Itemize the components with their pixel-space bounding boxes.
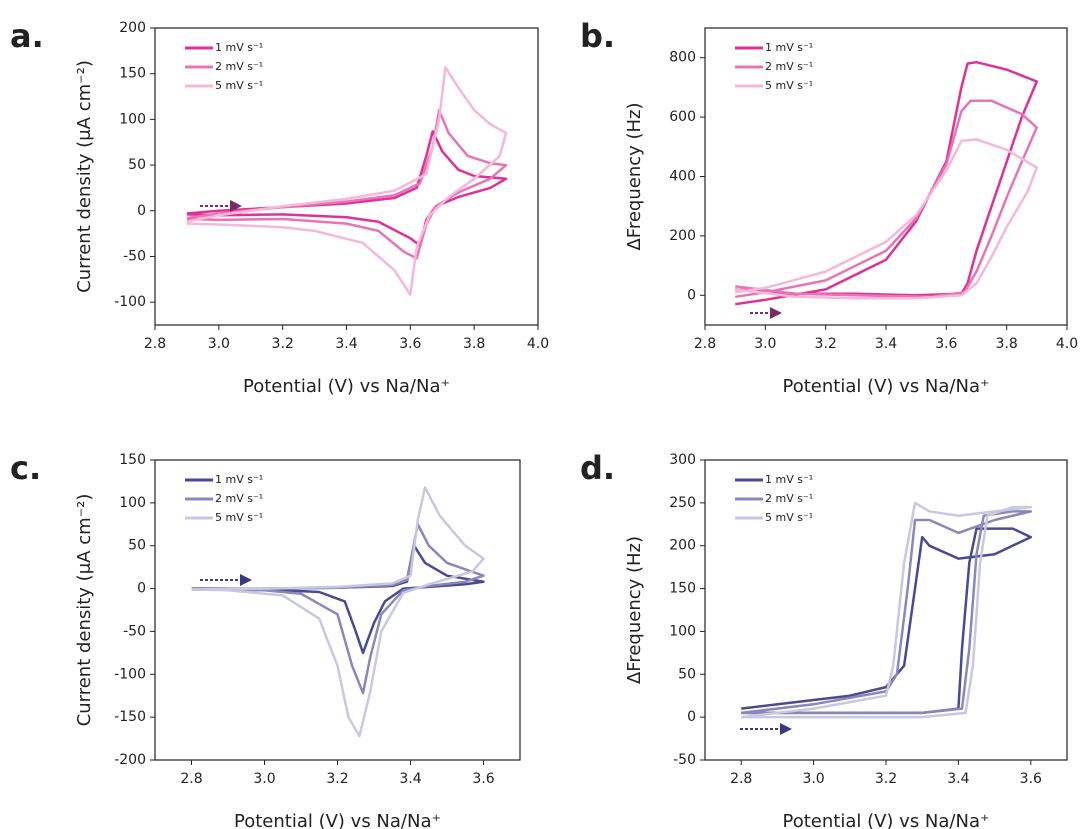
cv-curve: [735, 138, 1039, 300]
x-tick-label: 3.0: [802, 771, 824, 787]
y-tick-label: 100: [119, 495, 146, 511]
legend-label: 2 mV s⁻¹: [215, 492, 263, 505]
legend-label: 2 mV s⁻¹: [765, 60, 813, 73]
x-tick-label: 3.0: [208, 336, 230, 352]
cv-curve: [191, 544, 485, 655]
x-tick-label: 3.6: [935, 336, 957, 352]
legend-label: 2 mV s⁻¹: [765, 492, 813, 505]
y-tick-label: 800: [669, 50, 696, 66]
x-axis-label: Potential (V) vs Na/Na⁺: [783, 376, 990, 397]
x-tick-label: 2.8: [730, 771, 752, 787]
cv-curve: [191, 486, 485, 738]
cv-curve: [741, 501, 1033, 719]
x-tick-label: 3.8: [463, 336, 485, 352]
y-tick-label: -100: [114, 666, 146, 682]
x-tick-label: 3.4: [947, 771, 969, 787]
panel-label: b.: [580, 17, 615, 55]
y-tick-label: 0: [137, 581, 146, 597]
legend-label: 5 mV s⁻¹: [765, 79, 813, 92]
y-tick-label: -50: [123, 248, 146, 264]
x-tick-label: 3.4: [875, 336, 897, 352]
y-tick-label: 0: [137, 203, 146, 219]
x-tick-label: 3.2: [875, 771, 897, 787]
legend-label: 1 mV s⁻¹: [765, 41, 813, 54]
y-tick-label: 150: [669, 581, 696, 597]
legend-label: 1 mV s⁻¹: [765, 473, 813, 486]
cv-curve: [735, 60, 1039, 306]
y-tick-label: -150: [114, 709, 146, 725]
y-tick-label: 50: [128, 538, 146, 554]
y-tick-label: 0: [687, 287, 696, 303]
legend-label: 1 mV s⁻¹: [215, 473, 263, 486]
y-tick-label: -50: [673, 752, 696, 768]
x-axis-label: Potential (V) vs Na/Na⁺: [783, 811, 990, 829]
y-tick-label: -200: [114, 752, 146, 768]
panel-label: d.: [580, 449, 615, 487]
panel-label: c.: [10, 449, 41, 487]
x-tick-label: 3.4: [335, 336, 357, 352]
legend-label: 5 mV s⁻¹: [215, 511, 263, 524]
x-tick-label: 3.0: [253, 771, 275, 787]
y-tick-label: 0: [687, 709, 696, 725]
x-tick-label: 3.6: [472, 771, 494, 787]
y-tick-label: 100: [119, 111, 146, 127]
x-tick-label: 3.6: [399, 336, 421, 352]
y-tick-label: 50: [678, 666, 696, 682]
y-axis-label: Current density (μA cm⁻²): [74, 60, 95, 293]
y-tick-label: 50: [128, 157, 146, 173]
cv-curve: [741, 510, 1033, 715]
x-tick-label: 2.8: [180, 771, 202, 787]
y-tick-label: 300: [669, 452, 696, 468]
legend-label: 5 mV s⁻¹: [765, 511, 813, 524]
y-tick-label: 200: [669, 538, 696, 554]
panel-label: a.: [10, 17, 44, 55]
x-tick-label: 4.0: [527, 336, 549, 352]
x-tick-label: 3.0: [754, 336, 776, 352]
x-tick-label: 3.6: [1020, 771, 1042, 787]
x-axis-label: Potential (V) vs Na/Na⁺: [234, 811, 441, 829]
x-tick-label: 4.0: [1056, 336, 1078, 352]
y-tick-label: 250: [669, 495, 696, 511]
y-tick-label: 150: [119, 452, 146, 468]
x-tick-label: 3.8: [996, 336, 1018, 352]
x-tick-label: 3.2: [272, 336, 294, 352]
y-tick-label: 200: [119, 20, 146, 36]
legend-label: 5 mV s⁻¹: [215, 79, 263, 92]
x-tick-label: 3.2: [815, 336, 837, 352]
legend-label: 1 mV s⁻¹: [215, 41, 263, 54]
y-tick-label: 400: [669, 169, 696, 185]
x-axis-label: Potential (V) vs Na/Na⁺: [243, 376, 450, 397]
cv-curve: [186, 66, 508, 297]
cv-curve: [191, 523, 485, 695]
y-tick-label: -100: [114, 294, 146, 310]
y-tick-label: 150: [119, 66, 146, 82]
y-axis-label: ΔFrequency (Hz): [624, 536, 645, 684]
cv-curve: [741, 527, 1033, 715]
y-tick-label: -50: [123, 623, 146, 639]
cv-curve: [186, 108, 508, 260]
x-tick-label: 3.4: [399, 771, 421, 787]
y-tick-label: 200: [669, 228, 696, 244]
y-axis-label: ΔFrequency (Hz): [624, 102, 645, 250]
y-tick-label: 100: [669, 623, 696, 639]
x-tick-label: 2.8: [694, 336, 716, 352]
cv-curve: [735, 99, 1039, 299]
plot-frame: [154, 459, 521, 761]
cv-curve: [186, 130, 508, 247]
x-tick-label: 2.8: [144, 336, 166, 352]
legend-label: 2 mV s⁻¹: [215, 60, 263, 73]
y-axis-label: Current density (μA cm⁻²): [74, 494, 95, 727]
x-tick-label: 3.2: [326, 771, 348, 787]
y-tick-label: 600: [669, 109, 696, 125]
